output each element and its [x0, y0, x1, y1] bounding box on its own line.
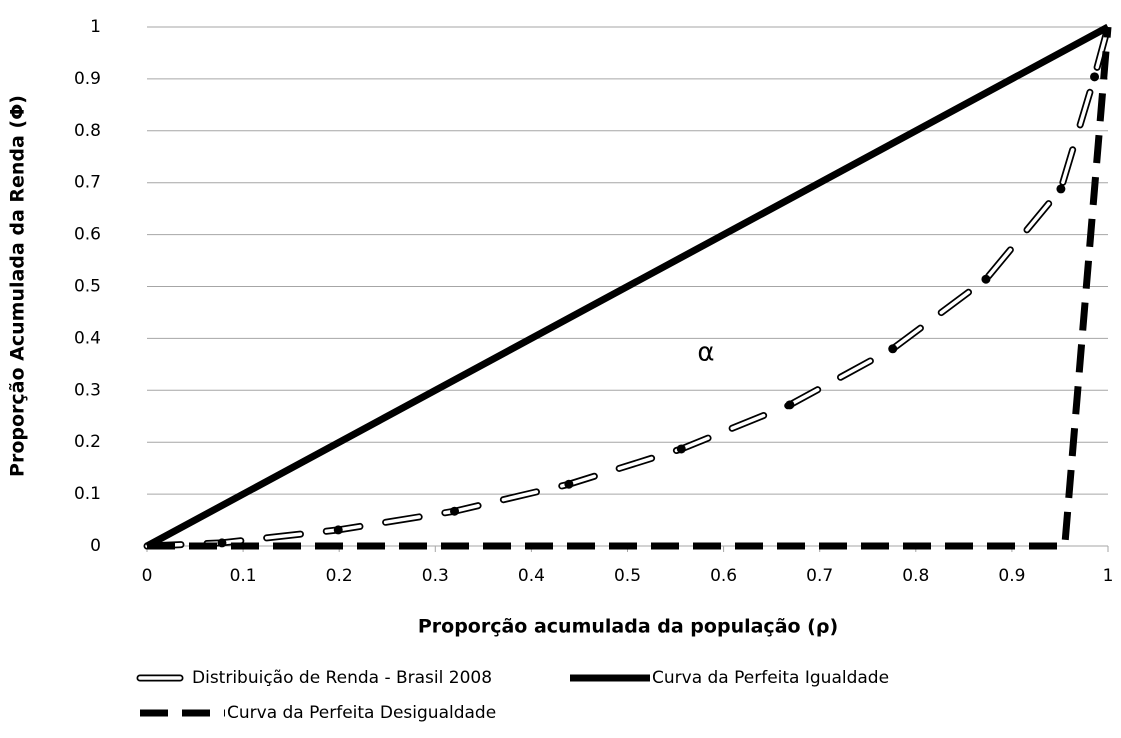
y-tick-label: 0.4 — [74, 328, 101, 348]
x-tick-label: 0.2 — [326, 566, 353, 586]
x-tick-label: 0.3 — [422, 566, 449, 586]
point — [981, 274, 991, 284]
y-tick-label: 0 — [90, 536, 101, 556]
legend-label: Curva da Perfeita Igualdade — [652, 668, 889, 688]
x-tick-label: 0.6 — [710, 566, 737, 586]
point — [676, 444, 686, 454]
point — [1090, 72, 1100, 82]
point — [564, 479, 574, 489]
y-tick-label: 0.2 — [74, 432, 101, 452]
point — [333, 525, 343, 535]
y-tick-label: 0.7 — [74, 173, 101, 193]
x-tick-label: 0.5 — [614, 566, 641, 586]
series-line — [147, 26, 1112, 550]
y-tick-label: 0.3 — [74, 380, 101, 400]
y-tick-label: 0.5 — [74, 277, 101, 297]
y-axis-title: Proporção Acumulada da Renda (Φ) — [7, 95, 29, 477]
x-tick-label: 0.1 — [230, 566, 257, 586]
x-tick-label: 0.9 — [998, 566, 1025, 586]
x-tick-label: 1 — [1103, 566, 1114, 586]
x-tick-label: 0 — [142, 566, 153, 586]
point — [785, 400, 795, 410]
annotation: α — [697, 338, 714, 368]
y-tick-label: 0.8 — [74, 121, 101, 141]
x-axis-title: Proporção acumulada da população (ρ) — [418, 616, 838, 638]
x-tick-label: 0.4 — [518, 566, 545, 586]
point — [1056, 184, 1066, 194]
x-tick-label: 0.8 — [902, 566, 929, 586]
point — [217, 538, 227, 548]
y-tick-label: 0.1 — [74, 484, 101, 504]
y-tick-label: 0.9 — [74, 69, 101, 89]
y-tick-label: 1 — [90, 17, 101, 37]
x-tick-label: 0.7 — [806, 566, 833, 586]
y-tick-label: 0.6 — [74, 225, 101, 245]
legend-label: Curva da Perfeita Desigualdade — [227, 703, 496, 723]
point — [888, 344, 898, 354]
legend-label: Distribuição de Renda - Brasil 2008 — [192, 668, 492, 688]
series-line — [145, 23, 1110, 550]
series-line-inner — [145, 25, 1110, 548]
point — [450, 506, 460, 516]
